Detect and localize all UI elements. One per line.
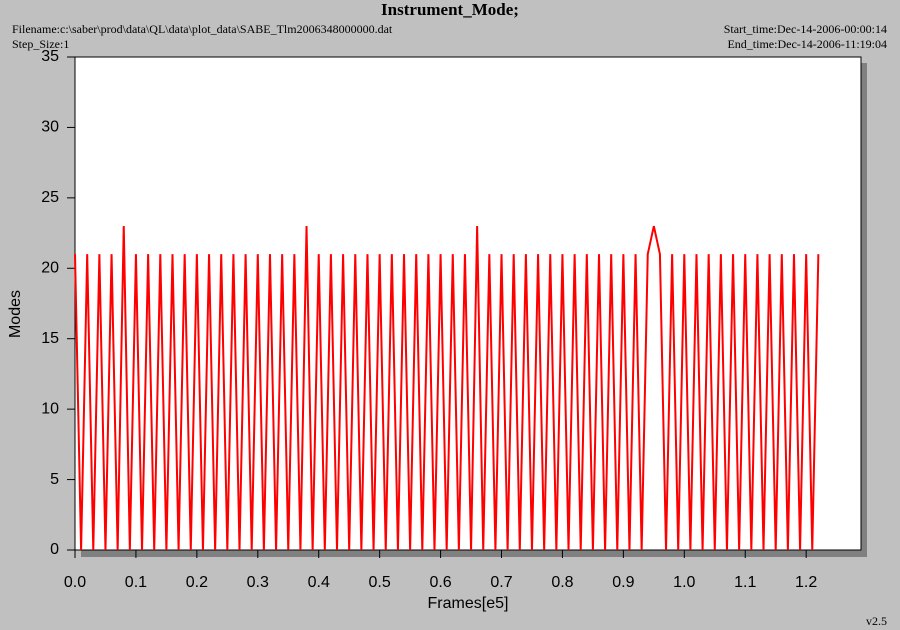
y-tick-label: 25 — [41, 189, 59, 206]
x-tick-label: 0.8 — [551, 574, 573, 591]
x-tick-label: 0.1 — [125, 574, 147, 591]
y-tick-label: 10 — [41, 400, 59, 417]
version: v2.5 — [866, 614, 887, 628]
filename: Filename:c:\saber\prod\data\QL\data\plot… — [12, 22, 393, 36]
plot-area — [74, 56, 862, 551]
x-tick-label: 0.3 — [247, 574, 269, 591]
x-tick-label: 0.0 — [64, 574, 86, 591]
x-tick-label: 1.2 — [795, 574, 817, 591]
x-tick-label: 0.2 — [186, 574, 208, 591]
y-tick-label: 20 — [41, 260, 59, 277]
x-tick-label: 0.7 — [490, 574, 512, 591]
x-tick-label: 1.1 — [734, 574, 756, 591]
x-tick-label: 0.5 — [369, 574, 391, 591]
step-size: Step_Size:1 — [12, 37, 69, 51]
x-tick-label: 0.4 — [308, 574, 330, 591]
end-time: End_time:Dec-14-2006-11:19:04 — [727, 37, 887, 51]
y-tick-label: 30 — [41, 119, 59, 136]
y-axis-label: Modes — [7, 290, 24, 338]
x-axis-label: Frames[e5] — [428, 595, 509, 612]
x-tick-label: 0.9 — [612, 574, 634, 591]
data-line — [74, 225, 820, 551]
x-tick-label: 1.0 — [673, 574, 695, 591]
chart-title: Instrument_Mode; — [381, 0, 519, 19]
x-tick-label: 0.6 — [429, 574, 451, 591]
start-time: Start_time:Dec-14-2006-00:00:14 — [724, 22, 887, 36]
y-tick-label: 35 — [41, 48, 59, 65]
y-tick-label: 15 — [41, 330, 59, 347]
y-tick-label: 5 — [50, 471, 59, 488]
y-tick-label: 0 — [50, 541, 59, 558]
